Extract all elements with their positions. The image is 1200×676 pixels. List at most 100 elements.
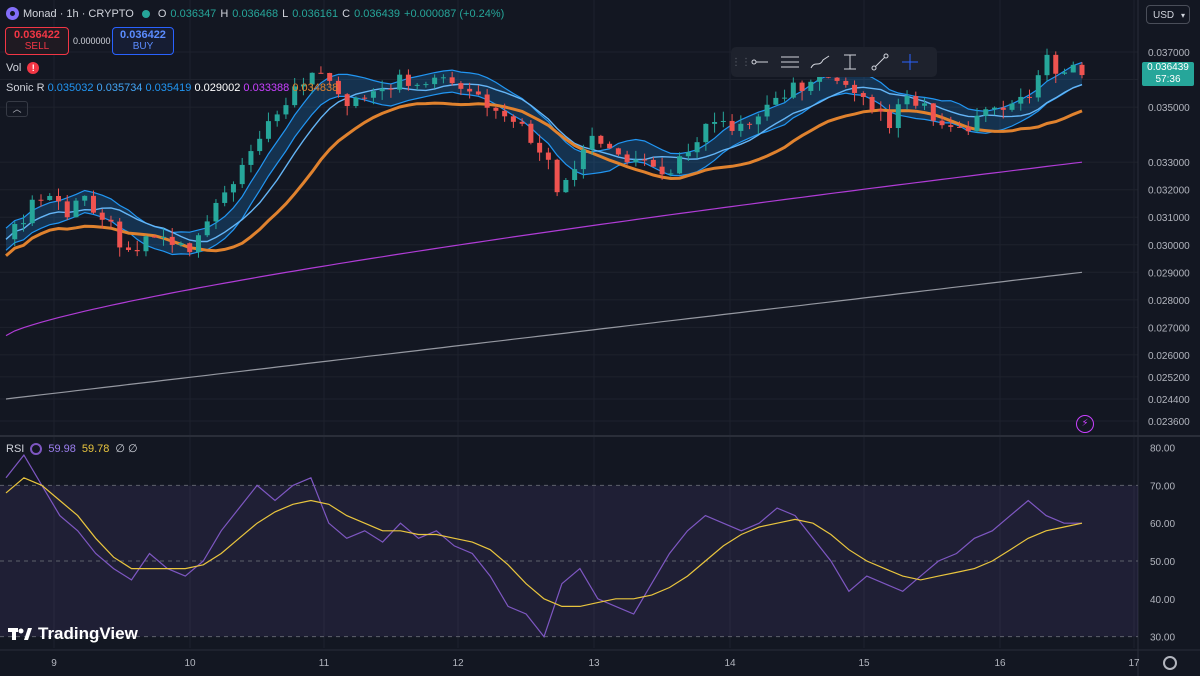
candle [782, 97, 788, 99]
drag-handle-icon[interactable]: ⋮⋮ [731, 56, 751, 68]
candle [222, 192, 228, 203]
candle [169, 236, 175, 245]
symbol-title[interactable]: Monad · 1h · CRYPTO [23, 7, 134, 20]
sonic-value-1: 0.035032 [47, 82, 94, 94]
candle [353, 97, 359, 107]
last-price-tag: 0.036439 57:36 [1142, 62, 1194, 86]
crosshair-icon[interactable] [895, 47, 925, 77]
candle [659, 166, 665, 175]
sell-button[interactable]: 0.036422 SELL [5, 27, 69, 55]
moving-averages [5, 61, 1083, 400]
candle [834, 77, 840, 81]
drawing-toolbar[interactable]: ⋮⋮ [731, 47, 937, 77]
ema-orange-line [5, 101, 1083, 257]
time-tick: 12 [452, 658, 464, 669]
candle [467, 88, 473, 92]
candle [309, 72, 315, 85]
candle [379, 88, 385, 92]
candle [554, 159, 560, 193]
buy-button[interactable]: 0.036422 BUY [112, 27, 174, 55]
symbol-header: Monad · 1h · CRYPTO O 0.036347 H 0.036468 … [6, 7, 504, 20]
time-tick: 10 [184, 658, 196, 669]
candle [615, 148, 621, 155]
currency-select[interactable]: ▾ USD [1146, 5, 1190, 24]
candle [152, 236, 158, 238]
open-label: O [157, 7, 167, 20]
candle [283, 105, 289, 115]
brush-icon[interactable] [805, 47, 835, 77]
time-tick: 11 [319, 658, 330, 669]
candle [887, 111, 893, 129]
price-tick: 0.032000 [1148, 186, 1190, 197]
spread-value: 0.000000 [73, 36, 111, 46]
candle [388, 88, 394, 90]
rsi-tick: 40.00 [1150, 595, 1175, 606]
candle [948, 125, 954, 127]
fib-retracement-icon[interactable] [775, 47, 805, 77]
candle [642, 159, 648, 161]
sonic-value-6: 0.034838 [292, 82, 339, 94]
gear-icon[interactable] [1163, 656, 1177, 670]
candle [213, 202, 219, 222]
rsi-axis[interactable]: 80.00 70.00 60.00 50.00 40.00 30.00 [1150, 444, 1175, 644]
candle [440, 77, 446, 79]
candle [1018, 96, 1024, 104]
sonic-r-legend[interactable]: Sonic R 0.035032 0.035734 0.035419 0.029… [6, 82, 338, 94]
sonic-value-3: 0.035419 [145, 82, 192, 94]
price-range-icon[interactable] [835, 47, 865, 77]
candle [843, 80, 849, 85]
collapse-legend-button[interactable]: ︿ [6, 101, 28, 117]
candle [265, 121, 271, 139]
candle [764, 104, 770, 117]
sell-price: 0.036422 [14, 29, 60, 41]
candle [108, 219, 114, 222]
candle [817, 75, 823, 82]
horizontal-ray-icon[interactable] [745, 47, 775, 77]
candle [913, 96, 919, 106]
price-tick: 0.037000 [1148, 48, 1190, 59]
open-value: 0.036347 [170, 7, 217, 20]
candle [930, 103, 936, 121]
candle [432, 77, 438, 85]
price-tick: 0.024400 [1148, 395, 1190, 406]
sell-label: SELL [24, 41, 50, 52]
ema-mid-line [5, 83, 1083, 243]
rsi-legend[interactable]: RSI 59.98 59.78 ∅ ∅ [6, 442, 138, 455]
tradingview-name: TradingView [38, 624, 138, 643]
market-open-icon [141, 9, 150, 18]
close-label: C [342, 7, 351, 20]
low-label: L [282, 7, 289, 20]
candle [423, 84, 429, 86]
tradingview-logo[interactable]: TradingView [8, 624, 138, 644]
last-price-value: 0.036439 [1147, 62, 1189, 73]
candle [633, 159, 639, 163]
candle [248, 151, 254, 165]
price-tick: 0.025200 [1148, 373, 1190, 384]
price-tick: 0.026000 [1148, 351, 1190, 362]
candle [300, 84, 306, 87]
volume-legend[interactable]: Vol ! [6, 62, 40, 74]
time-tick: 9 [51, 658, 57, 669]
rsi-ma-value: 59.78 [81, 442, 110, 455]
warning-icon[interactable]: ! [27, 62, 40, 74]
ema-gray-line [5, 271, 1083, 400]
candle [607, 143, 613, 149]
candle [957, 126, 963, 128]
candle [992, 107, 998, 110]
rsi-ma-line [5, 477, 1083, 607]
candle [983, 109, 989, 116]
candle [589, 135, 595, 150]
lightning-icon[interactable]: ⚡ [1076, 415, 1094, 433]
candle [90, 195, 96, 213]
price-axis[interactable]: 0.0370000.0360000.0350000.0330000.032000… [1148, 48, 1190, 428]
candle [502, 110, 508, 117]
candle [650, 159, 656, 167]
candle [939, 120, 945, 126]
time-axis[interactable]: 9 10 11 12 13 14 15 16 17 [51, 658, 1140, 669]
trend-line-icon[interactable] [865, 47, 895, 77]
candle [712, 121, 718, 124]
rsi-pane [0, 454, 1138, 638]
rsi-settings-icon[interactable] [30, 442, 43, 455]
